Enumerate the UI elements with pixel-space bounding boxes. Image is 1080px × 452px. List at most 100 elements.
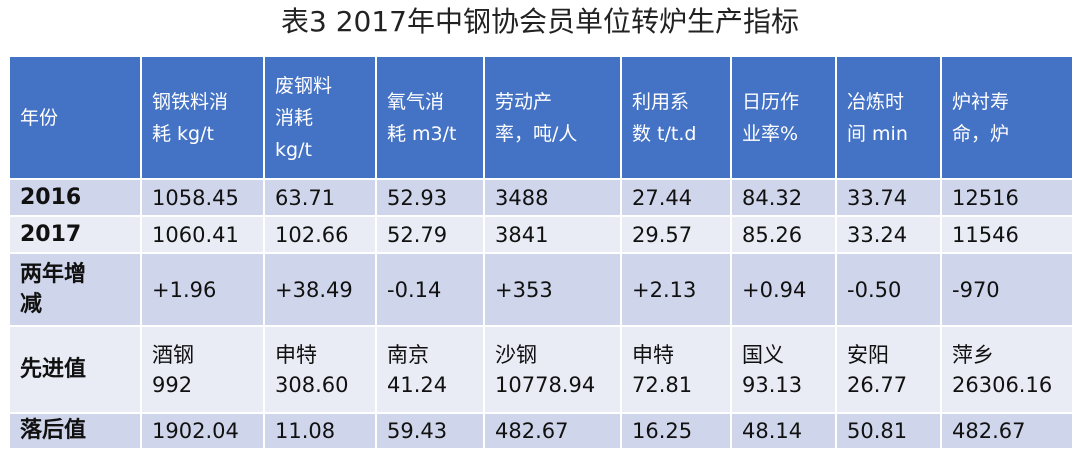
table-cell: -0.14 <box>375 252 485 327</box>
table-cell: 482.67 <box>940 412 1074 450</box>
cell-text: 落后值 <box>20 418 87 443</box>
data-table: 年份 钢铁料消耗 kg/t 废钢料消耗 kg/t 氧气消耗 m3/t 劳动产 率，吨/人 利用… <box>8 55 1074 450</box>
table-cell: 63.71 <box>263 178 377 217</box>
header-cell: 劳动产 率，吨/人 <box>483 55 622 180</box>
cell-text: 南京 <box>387 342 429 367</box>
cell-text: 27.44 <box>632 185 693 210</box>
table-cell: 85.26 <box>730 215 837 254</box>
header-cell: 炉衬寿命，炉 <box>940 55 1074 180</box>
table-cell: 12516 <box>940 178 1074 217</box>
cell-text: 数 t/t.d <box>632 122 697 145</box>
cell-text: 冶炼时 <box>847 90 905 113</box>
header-cell: 利用系数 t/t.d <box>620 55 732 180</box>
cell-text: +2.13 <box>632 277 697 302</box>
table-cell: 48.14 <box>730 412 837 450</box>
cell-text: 劳动产 <box>495 90 553 113</box>
cell-text: 63.71 <box>275 185 336 210</box>
cell-text: 93.13 <box>742 372 803 397</box>
cell-text: 耗 m3/t <box>387 122 457 145</box>
table-cell: 52.79 <box>375 215 485 254</box>
cell-text: 利用系 <box>632 90 690 113</box>
cell-text: kg/t <box>275 138 312 161</box>
cell-text: 50.81 <box>847 419 908 443</box>
row-header: 2016 <box>8 178 142 217</box>
cell-text: 耗 kg/t <box>152 122 214 145</box>
table-cell: +38.49 <box>263 252 377 327</box>
cell-text: 申特 <box>275 342 317 367</box>
cell-text: 申特 <box>632 342 674 367</box>
cell-text: 沙钢 <box>495 342 537 367</box>
cell-text: 先进值 <box>20 356 87 382</box>
row-header: 落后值 <box>8 412 142 450</box>
cell-text: 减 <box>20 291 43 317</box>
table-row: 落后值 1902.04 11.08 59.43 482.67 16.25 48.14 50.8… <box>8 412 1074 450</box>
cell-text: 1058.45 <box>152 185 239 210</box>
table-cell: 16.25 <box>620 412 732 450</box>
table-cell: +0.94 <box>730 252 837 327</box>
table-row: 2016 1058.45 63.71 52.93 3488 27.44 84.32 33.74… <box>8 178 1074 217</box>
table-cell: 国义 93.13 <box>730 325 837 414</box>
table-cell: 50.81 <box>835 412 942 450</box>
table-row: 先进值 酒钢 992 申特 308.60 南京 41.24 沙钢 10778.94 申特 72.81… <box>8 325 1074 414</box>
table-cell: 3488 <box>483 178 622 217</box>
cell-text: +38.49 <box>275 277 353 302</box>
table-cell: 59.43 <box>375 412 485 450</box>
table-row: 两年增减 +1.96 +38.49 -0.14 +353 +2.13 +0.94 -0.50 -… <box>8 252 1074 327</box>
header-row: 年份 钢铁料消耗 kg/t 废钢料消耗 kg/t 氧气消耗 m3/t 劳动产 率，吨/人 利用… <box>8 55 1074 180</box>
cell-text: 3841 <box>495 222 549 247</box>
cell-text: 33.74 <box>847 185 908 210</box>
table-cell: +353 <box>483 252 622 327</box>
table-cell: 1060.41 <box>140 215 265 254</box>
cell-text: 命，炉 <box>952 122 1010 145</box>
cell-text: -0.14 <box>387 277 442 302</box>
table-cell: 27.44 <box>620 178 732 217</box>
cell-text: 11.08 <box>275 419 336 443</box>
table-cell: 29.57 <box>620 215 732 254</box>
cell-text: 33.24 <box>847 222 908 247</box>
table-cell: 84.32 <box>730 178 837 217</box>
cell-text: 氧气消 <box>387 90 445 113</box>
table-cell: 南京 41.24 <box>375 325 485 414</box>
cell-text: 废钢料 <box>275 74 333 97</box>
cell-text: 26.77 <box>847 372 908 397</box>
table-title: 表3 2017年中钢协会员单位转炉生产指标 <box>281 5 799 38</box>
cell-text: 消耗 <box>275 106 314 129</box>
cell-text: 12516 <box>952 185 1019 210</box>
cell-text: 102.66 <box>275 222 349 247</box>
cell-text: +353 <box>495 277 553 302</box>
header-cell: 钢铁料消耗 kg/t <box>140 55 265 180</box>
cell-text: 炉衬寿 <box>952 90 1010 113</box>
cell-text: 日历作 <box>742 90 800 113</box>
cell-text: 52.79 <box>387 222 448 247</box>
cell-text: +1.96 <box>152 277 217 302</box>
cell-text: 两年增 <box>20 261 87 287</box>
row-header: 先进值 <box>8 325 142 414</box>
cell-text: -0.50 <box>847 277 902 302</box>
cell-text: 308.60 <box>275 372 349 397</box>
table-cell: 52.93 <box>375 178 485 217</box>
cell-text: 48.14 <box>742 419 803 443</box>
header-cell: 日历作 业率% <box>730 55 837 180</box>
table-cell: 酒钢 992 <box>140 325 265 414</box>
cell-text: 间 min <box>847 122 908 145</box>
row-header: 两年增减 <box>8 252 142 327</box>
table-cell: 482.67 <box>483 412 622 450</box>
header-cell: 废钢料消耗 kg/t <box>263 55 377 180</box>
cell-text: 安阳 <box>847 342 889 367</box>
cell-text: 萍乡 <box>952 342 994 367</box>
cell-text: -970 <box>952 277 1000 302</box>
table-cell: 安阳 26.77 <box>835 325 942 414</box>
table-cell: 3841 <box>483 215 622 254</box>
cell-text: 72.81 <box>632 372 693 397</box>
table-row: 2017 1060.41 102.66 52.79 3841 29.57 85.26 33.2… <box>8 215 1074 254</box>
row-header: 2017 <box>8 215 142 254</box>
cell-text: 2016 <box>20 184 82 210</box>
cell-text: 41.24 <box>387 372 448 397</box>
cell-text: 钢铁料消 <box>152 90 229 113</box>
cell-text: 26306.16 <box>952 372 1053 397</box>
cell-text: 29.57 <box>632 222 693 247</box>
header-cell: 年份 <box>8 55 142 180</box>
cell-text: +0.94 <box>742 277 807 302</box>
cell-text: 2017 <box>20 221 82 247</box>
